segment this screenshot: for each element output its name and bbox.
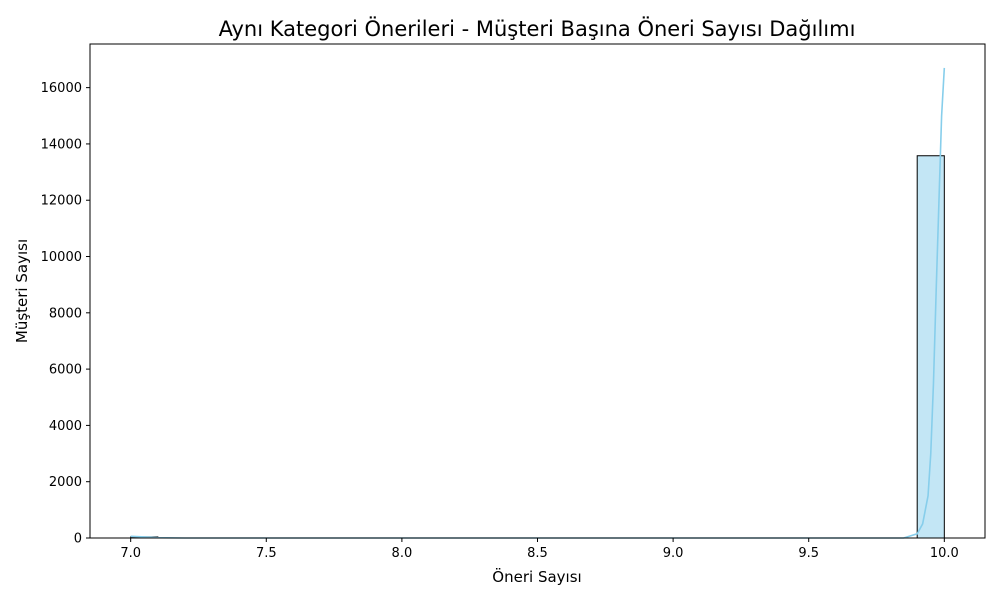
y-tick-label: 14000 <box>41 137 82 152</box>
chart-title: Aynı Kategori Önerileri - Müşteri Başına… <box>219 16 856 41</box>
y-tick-label: 2000 <box>49 475 82 490</box>
y-axis-label: Müşteri Sayısı <box>13 239 31 343</box>
y-tick-label: 12000 <box>41 194 82 209</box>
x-tick-label: 8.5 <box>527 546 548 561</box>
x-axis-label: Öneri Sayısı <box>492 567 581 586</box>
y-tick-label: 16000 <box>41 81 82 96</box>
x-tick-label: 9.0 <box>663 546 684 561</box>
y-tick-label: 8000 <box>49 306 82 321</box>
x-tick-label: 7.0 <box>120 546 141 561</box>
x-tick-label: 8.0 <box>392 546 413 561</box>
y-tick-label: 6000 <box>49 363 82 378</box>
x-tick-label: 10.0 <box>930 546 959 561</box>
y-tick-label: 4000 <box>49 419 82 434</box>
plot-area: 7.0 7.5 8.0 8.5 9.0 9.5 10.0 0 2000 4000 6000 8000 1… <box>41 43 986 561</box>
histogram-bar <box>916 155 945 539</box>
x-tick-label: 7.5 <box>256 546 277 561</box>
plot-frame <box>89 43 986 539</box>
x-tick-label: 9.5 <box>798 546 819 561</box>
y-tick-label: 10000 <box>41 250 82 265</box>
y-tick-label: 0 <box>74 532 82 547</box>
kde-line <box>130 67 946 539</box>
